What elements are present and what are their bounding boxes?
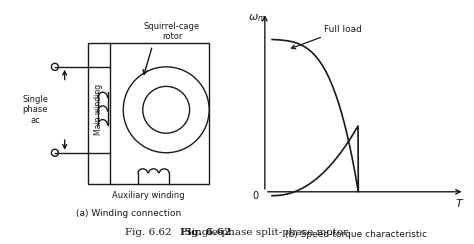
Text: Fig. 6.62: Fig. 6.62 bbox=[211, 228, 263, 237]
Text: $\omega_m$: $\omega_m$ bbox=[248, 12, 267, 24]
Circle shape bbox=[143, 86, 190, 133]
Text: Main winding: Main winding bbox=[94, 84, 103, 135]
Text: Single
phase
ac: Single phase ac bbox=[22, 95, 48, 125]
Bar bbox=[88, 43, 209, 184]
Text: 0: 0 bbox=[253, 191, 259, 201]
Text: Fig. 6.62    Single-phase split-phase motor: Fig. 6.62 Single-phase split-phase motor bbox=[126, 228, 348, 237]
Text: Auxiliary winding: Auxiliary winding bbox=[112, 191, 185, 200]
Text: Squirrel-cage
rotor: Squirrel-cage rotor bbox=[144, 22, 200, 41]
Circle shape bbox=[123, 67, 209, 153]
Text: Fig. 6.62: Fig. 6.62 bbox=[180, 228, 231, 237]
Text: Fig. 6.62    Single-phase split-phase motor: Fig. 6.62 Single-phase split-phase motor bbox=[180, 228, 403, 237]
Text: Full load: Full load bbox=[292, 25, 362, 49]
Text: (a) Winding connection: (a) Winding connection bbox=[76, 209, 182, 218]
Text: (b) Speed-torque characteristic: (b) Speed-torque characteristic bbox=[284, 230, 427, 239]
Text: $T$: $T$ bbox=[455, 197, 465, 210]
